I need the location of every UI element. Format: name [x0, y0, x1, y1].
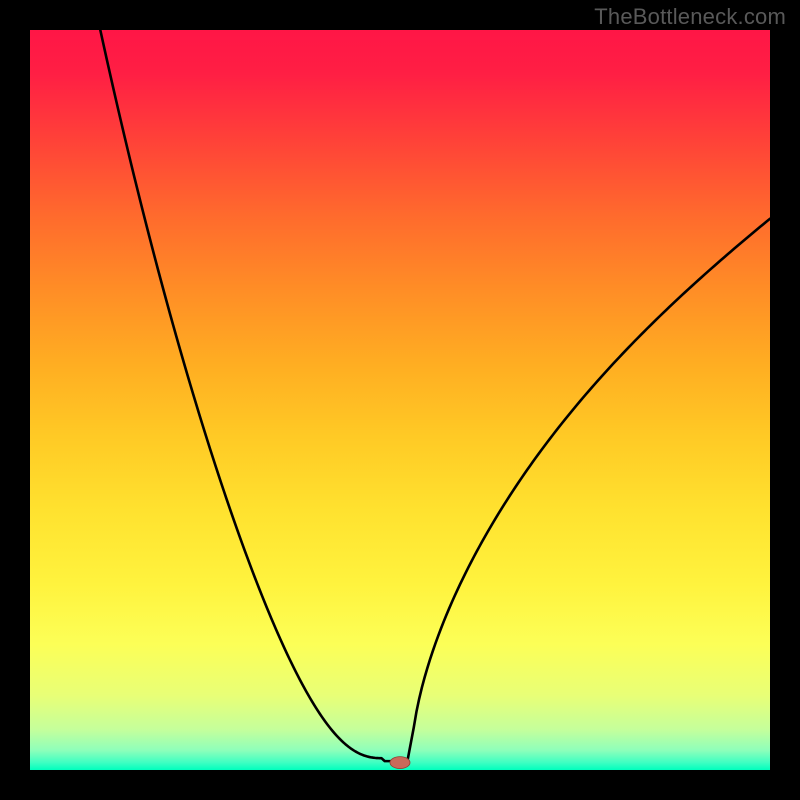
plot-area [30, 30, 770, 770]
watermark-text: TheBottleneck.com [594, 4, 786, 30]
bottleneck-chart [0, 0, 800, 800]
chart-container: TheBottleneck.com [0, 0, 800, 800]
curve-minimum-marker [390, 757, 410, 769]
gradient-background [30, 30, 770, 770]
